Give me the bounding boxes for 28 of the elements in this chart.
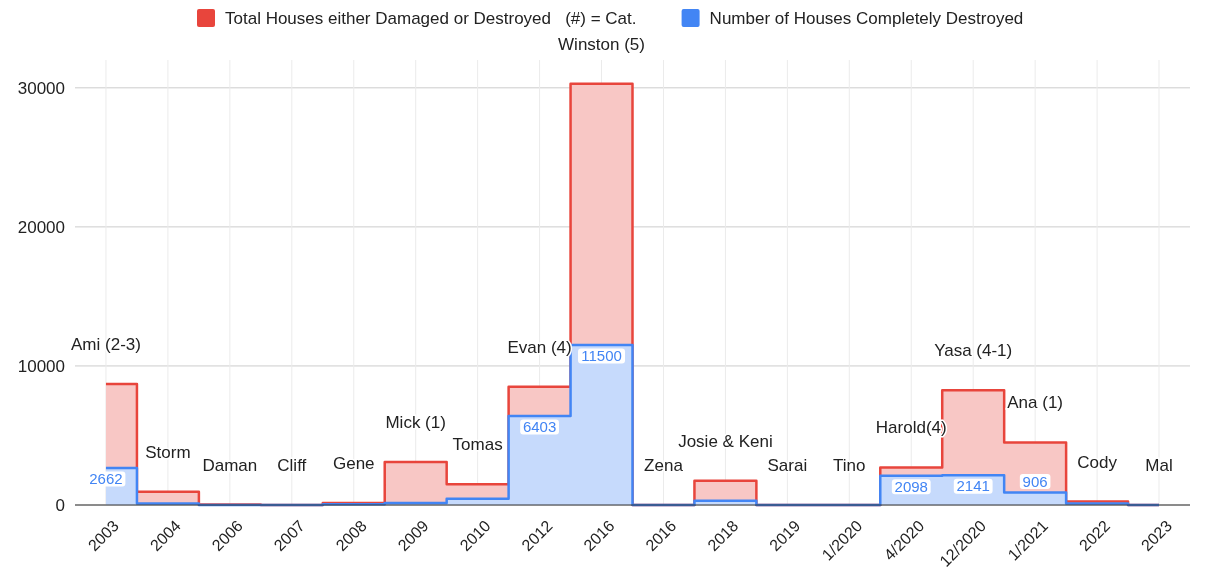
annotation: Zena bbox=[644, 456, 684, 475]
y-tick-label: 10000 bbox=[17, 356, 65, 376]
annotation: Cliff bbox=[277, 456, 307, 475]
legend-label: Total Houses either Damaged or Destroyed (#) = Cat. bbox=[225, 8, 637, 28]
data-label: 2662 bbox=[89, 470, 123, 488]
annotation: Josie & Keni bbox=[678, 431, 773, 451]
annotation: Sarai bbox=[767, 456, 808, 475]
annotation: Storm bbox=[145, 442, 191, 462]
y-tick-label: 20000 bbox=[17, 217, 65, 237]
data-label: 6403 bbox=[522, 418, 557, 436]
y-tick-label: 0 bbox=[55, 495, 65, 515]
annotation: Tino bbox=[833, 456, 866, 475]
data-label: 2098 bbox=[894, 478, 928, 496]
annotation: Mick (1) bbox=[385, 412, 446, 432]
annotation: Ami (2-3) bbox=[71, 335, 141, 355]
y-tick-label: 30000 bbox=[17, 78, 65, 98]
legend-label: Number of Houses Completely Destroyed bbox=[709, 8, 1024, 28]
annotation: Gene bbox=[332, 453, 375, 473]
data-label: 11500 bbox=[581, 347, 622, 365]
data-label: 906 bbox=[1022, 472, 1048, 490]
annotation: Yasa (4-1) bbox=[934, 341, 1013, 361]
annotation: Daman bbox=[202, 455, 258, 475]
text: Winston (5) bbox=[558, 34, 645, 54]
annotation: Mal bbox=[1145, 456, 1173, 475]
annotation: Tomas bbox=[452, 435, 503, 455]
annotation: Cody bbox=[1077, 452, 1118, 472]
annotation: Ana (1) bbox=[1007, 393, 1064, 413]
data-label: 2141 bbox=[956, 477, 990, 495]
